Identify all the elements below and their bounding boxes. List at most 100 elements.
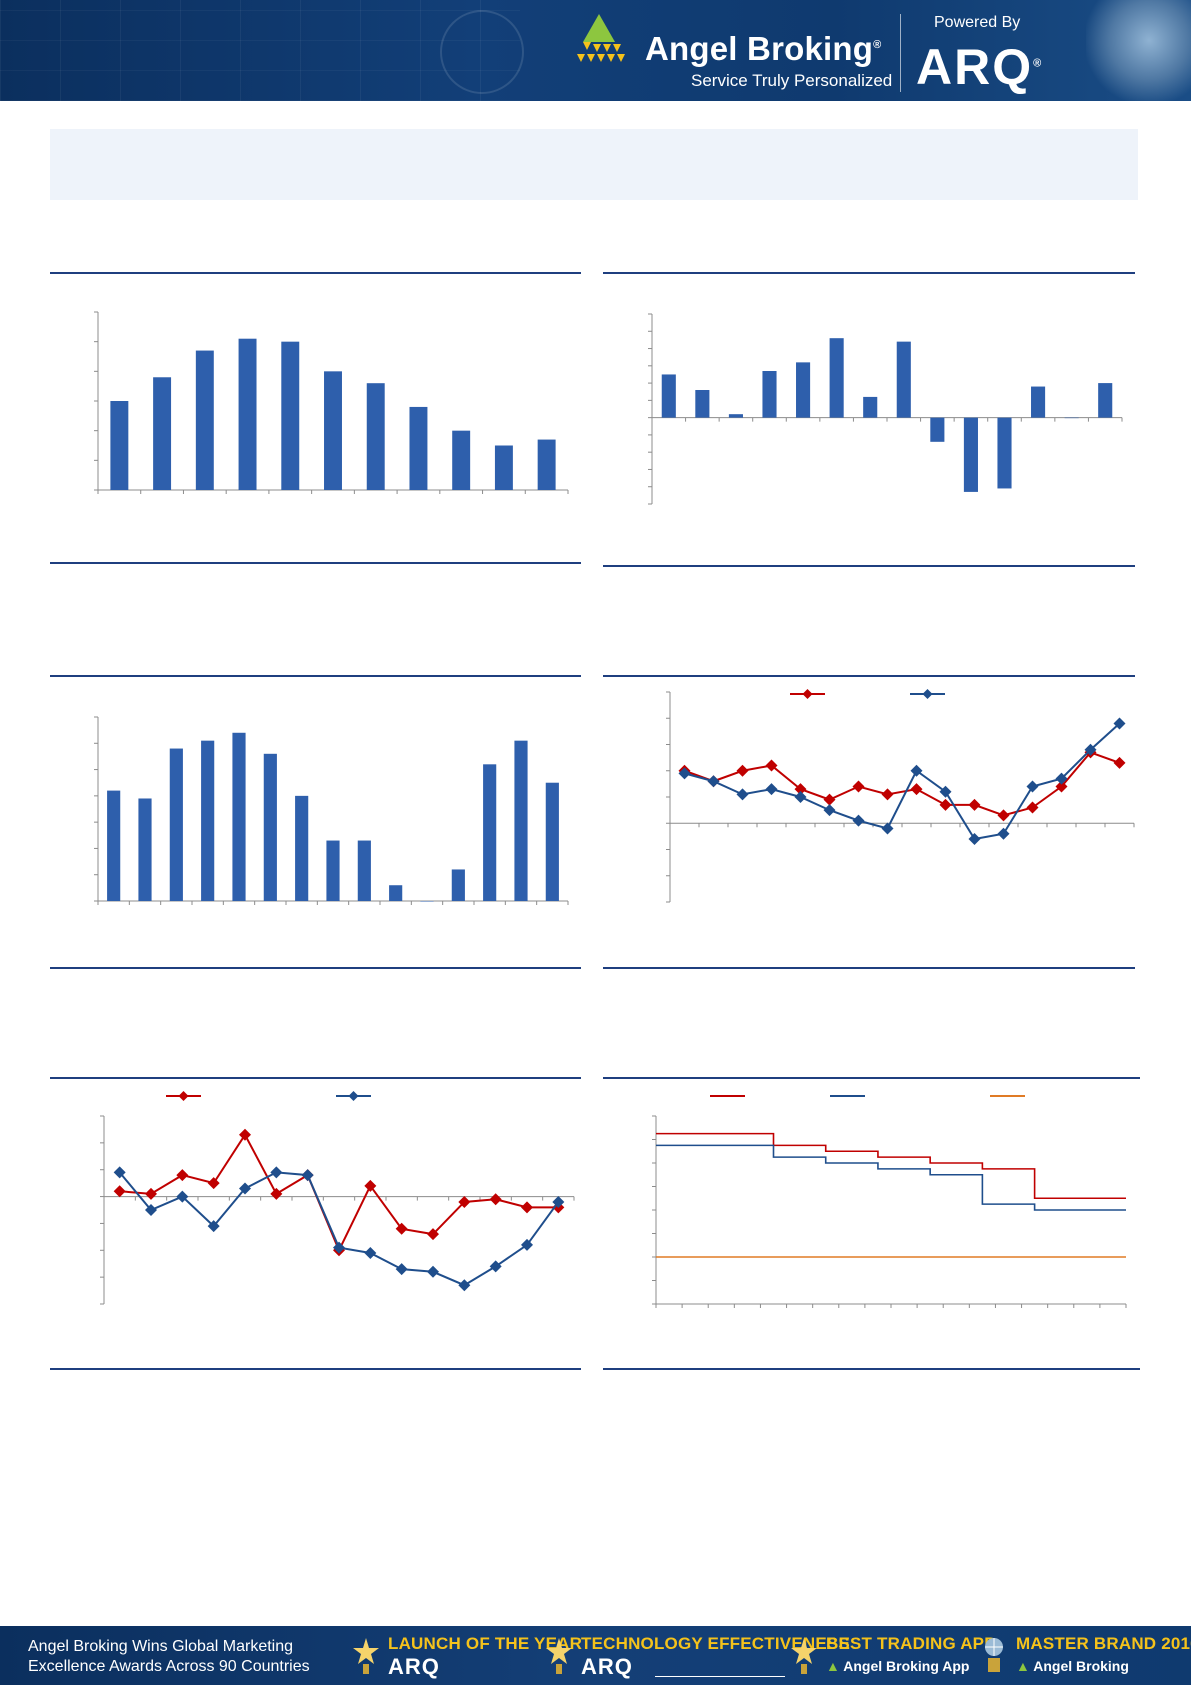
chart-5-svg bbox=[100, 1091, 575, 1305]
data-point bbox=[997, 809, 1010, 822]
data-point bbox=[301, 1169, 314, 1182]
bar bbox=[1031, 386, 1046, 418]
data-point bbox=[794, 791, 807, 803]
series-line bbox=[656, 1144, 1126, 1211]
award-launch-of-the-year: LAUNCH OF THE YEAR ARQ bbox=[352, 1634, 582, 1682]
data-point bbox=[239, 1182, 251, 1195]
bar bbox=[762, 371, 777, 418]
data-point bbox=[207, 1220, 220, 1233]
brand-tagline: Service Truly Personalized bbox=[691, 71, 893, 90]
chart-1 bbox=[86, 300, 576, 500]
data-point bbox=[427, 1228, 439, 1241]
award-title: BEST TRADING APP bbox=[826, 1634, 996, 1653]
data-point bbox=[997, 827, 1010, 840]
bar bbox=[1098, 383, 1113, 418]
data-point bbox=[239, 1128, 251, 1141]
trophy-star-icon bbox=[546, 1638, 572, 1674]
data-point bbox=[939, 798, 952, 811]
header-circle-decoration bbox=[440, 10, 524, 94]
bar bbox=[796, 362, 811, 418]
header-divider bbox=[900, 14, 901, 92]
trophy-star-icon bbox=[791, 1638, 817, 1674]
data-point bbox=[823, 793, 836, 806]
bar bbox=[1064, 417, 1079, 419]
chart-3 bbox=[86, 705, 576, 910]
data-point bbox=[489, 1260, 502, 1273]
series-line bbox=[656, 1132, 1126, 1200]
legend-marker bbox=[178, 1091, 189, 1101]
data-point bbox=[145, 1204, 157, 1216]
data-point bbox=[176, 1169, 189, 1182]
data-point bbox=[939, 785, 952, 798]
bar bbox=[107, 790, 121, 901]
bar bbox=[324, 371, 342, 490]
data-point bbox=[910, 764, 923, 777]
section-rule bbox=[603, 565, 1135, 567]
chart-2-svg bbox=[648, 313, 1123, 505]
bar bbox=[451, 869, 465, 901]
data-point bbox=[736, 764, 749, 777]
award-subtitle: ARQ bbox=[388, 1654, 440, 1679]
series-line bbox=[119, 1132, 559, 1253]
header-face-decoration bbox=[1086, 0, 1191, 101]
chart-4 bbox=[640, 680, 1140, 910]
data-point bbox=[364, 1179, 377, 1192]
section-rule bbox=[603, 1077, 1140, 1079]
data-point bbox=[395, 1222, 408, 1235]
data-point bbox=[270, 1187, 283, 1200]
bar bbox=[494, 445, 513, 490]
footer-awards-text: Angel Broking Wins Global Marketing Exce… bbox=[28, 1637, 310, 1677]
data-point bbox=[427, 1265, 439, 1278]
data-point bbox=[1026, 780, 1039, 793]
data-point bbox=[968, 833, 981, 845]
section-rule bbox=[50, 1368, 581, 1370]
data-point bbox=[1084, 743, 1097, 756]
angel-broking-logo-icon bbox=[577, 14, 625, 62]
data-point bbox=[794, 783, 807, 796]
data-point bbox=[458, 1279, 471, 1292]
bar bbox=[409, 406, 428, 490]
bar bbox=[863, 396, 878, 418]
data-point bbox=[765, 759, 778, 772]
chart-2 bbox=[640, 300, 1135, 510]
section-rule bbox=[603, 1368, 1140, 1370]
bar bbox=[201, 740, 215, 901]
data-point bbox=[852, 780, 865, 793]
bar bbox=[153, 377, 172, 490]
bar bbox=[452, 430, 471, 490]
angel-mini-logo-icon: ▲ bbox=[1016, 1658, 1030, 1674]
data-point bbox=[881, 822, 894, 835]
award-title: MASTER BRAND 2016 bbox=[1016, 1634, 1191, 1653]
bar bbox=[169, 748, 183, 901]
footer-line-2: Excellence Awards Across 90 Countries bbox=[28, 1658, 310, 1675]
bar bbox=[930, 417, 945, 442]
bar bbox=[661, 374, 676, 418]
data-point bbox=[521, 1238, 533, 1251]
bar bbox=[326, 840, 340, 901]
data-point bbox=[852, 814, 865, 827]
award-subtitle: ▲ Angel Broking App bbox=[826, 1658, 970, 1674]
chart-5 bbox=[86, 1082, 581, 1312]
data-point bbox=[736, 788, 749, 801]
bar bbox=[514, 740, 528, 901]
bar bbox=[420, 901, 434, 902]
section-rule bbox=[50, 967, 581, 969]
data-point bbox=[207, 1177, 220, 1190]
series-line bbox=[684, 751, 1120, 817]
bar bbox=[366, 383, 385, 490]
section-rule bbox=[50, 562, 581, 564]
data-point bbox=[910, 783, 923, 796]
bar bbox=[963, 417, 978, 492]
data-point bbox=[823, 804, 836, 817]
bar bbox=[238, 338, 257, 490]
award-subtitle: ARQ bbox=[581, 1654, 633, 1679]
award-subtitle: ▲ Angel Broking bbox=[1016, 1658, 1129, 1674]
data-point bbox=[968, 798, 981, 811]
data-point bbox=[765, 783, 778, 796]
data-point bbox=[1055, 780, 1068, 793]
brand-name: Angel Broking® bbox=[645, 30, 882, 67]
bar bbox=[232, 732, 246, 901]
bar bbox=[195, 350, 214, 490]
report-header: Angel Broking® Service Truly Personalize… bbox=[0, 0, 1191, 101]
bar bbox=[695, 390, 710, 418]
